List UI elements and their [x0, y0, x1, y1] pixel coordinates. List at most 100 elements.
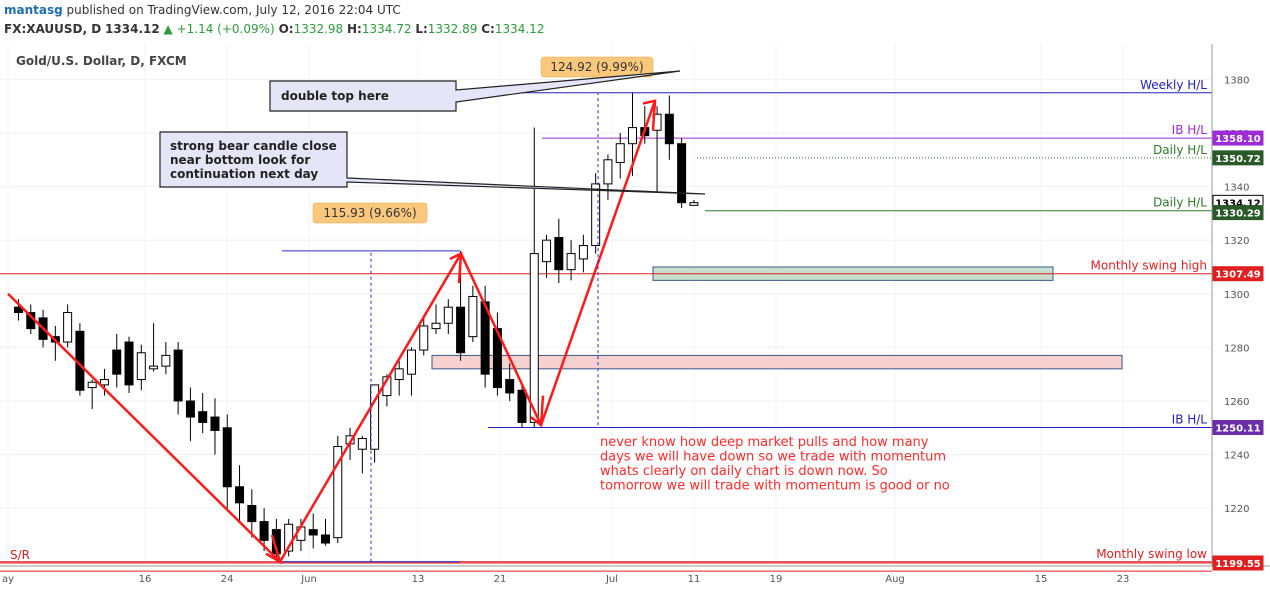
publish-line: mantasg published on TradingView.com, Ju…: [4, 3, 401, 17]
time-tick-label: 13: [412, 574, 425, 585]
level-label: Monthly swing low: [1096, 547, 1207, 561]
bear-candle: [505, 379, 515, 394]
callout-text-line: near bottom look for: [170, 153, 310, 167]
bull-candle: [419, 325, 429, 351]
bull-candle: [99, 379, 109, 386]
chart-title: Gold/U.S. Dollar, D, FXCM: [16, 54, 187, 68]
bear-candle: [677, 143, 687, 204]
price-tick-label: 1220: [1224, 504, 1249, 515]
level-label: IB H/L: [1172, 412, 1208, 426]
bull-candle: [578, 245, 588, 260]
callout-double-top: [269, 70, 681, 112]
author-link[interactable]: mantasg: [4, 3, 63, 17]
close-value: 1334.12: [494, 22, 545, 36]
bear-candle: [222, 427, 232, 488]
bull-candle: [542, 239, 552, 263]
time-tick-label: 11: [688, 574, 701, 585]
bull-candle: [87, 381, 97, 389]
bear-candle: [247, 505, 257, 523]
time-tick-label: 15: [1035, 574, 1048, 585]
bear-candle: [112, 349, 122, 375]
time-tick-label: 23: [1117, 574, 1130, 585]
price-badge: [1212, 555, 1264, 571]
level-label: Daily H/L: [1153, 196, 1207, 210]
trend-arrow-line: [278, 252, 463, 563]
bull-candle: [689, 202, 699, 206]
time-tick-label: 24: [221, 574, 234, 585]
low-value: 1332.89: [427, 22, 478, 36]
level-label: Monthly swing high: [1091, 259, 1207, 273]
symbol-name: FX:XAUUSD, D: [4, 22, 102, 36]
time-tick-label: Aug: [885, 574, 905, 585]
bear-candle: [198, 411, 208, 423]
measure-label: 124.92 (9.99%): [550, 60, 643, 74]
price-axis[interactable]: 1200122012401260128013001320134013601380…: [1212, 75, 1264, 571]
price-badge-label: 1199.55: [1215, 559, 1261, 570]
price-tick-label: 1380: [1224, 75, 1249, 86]
trend-arrow-line: [459, 253, 543, 426]
time-tick-label: 16: [139, 574, 152, 585]
time-tick-label: 21: [494, 574, 507, 585]
publish-info: published on TradingView.com, July 12, 2…: [66, 3, 401, 17]
bear-candle: [259, 521, 269, 541]
bull-candle: [394, 368, 404, 381]
bull-candle: [603, 159, 613, 185]
bear-candle: [517, 389, 527, 423]
arrow-head: [642, 99, 657, 131]
grid-layer: [0, 44, 1212, 566]
bear-candle: [235, 486, 245, 504]
bull-candle: [149, 365, 159, 370]
price-chart[interactable]: Weekly H/L IB H/L Daily H/L Daily H/L Monthl…: [0, 44, 1270, 595]
price-badge-label: 1350.72: [1215, 154, 1261, 165]
price-tick-label: 1260: [1224, 397, 1249, 408]
levels-layer: Weekly H/L IB H/L Daily H/L Daily H/L Monthl…: [0, 78, 1212, 572]
bull-candle: [63, 312, 73, 343]
callout-bear-candle: [159, 131, 706, 195]
bull-candle: [284, 523, 294, 552]
time-tick-label: 19: [770, 574, 783, 585]
symbol-line: FX:XAUUSD, D 1334.12 ▲ +1.14 (+0.09%) O:…: [4, 22, 544, 36]
price-badge-label: 1250.11: [1215, 423, 1261, 434]
note-line: days we will have down so we trade with …: [600, 450, 946, 465]
bull-candle: [136, 352, 146, 381]
last-price: 1334.12: [105, 22, 160, 36]
bear-candle: [185, 400, 195, 418]
low-label: L:: [415, 22, 428, 36]
bull-candle: [333, 446, 343, 539]
level-label: Weekly H/L: [1140, 78, 1207, 92]
price-badge-label: 1330.29: [1215, 209, 1261, 220]
note-line: never know how deep market pulls and how…: [600, 435, 929, 450]
high-label: H:: [347, 22, 362, 36]
price-badge: [1212, 419, 1264, 435]
bull-candle: [161, 354, 171, 367]
bear-candle: [664, 113, 674, 145]
price-tick-label: 1320: [1224, 236, 1249, 247]
level-label: Daily H/L: [1153, 143, 1207, 157]
time-axis[interactable]: ay 16 24 Jun 13 21 Jul 11 19 Aug 15 23: [2, 574, 1129, 585]
price-badge: [1212, 266, 1264, 282]
close-label: C:: [481, 22, 495, 36]
bear-candle: [210, 416, 220, 431]
arrow-head: [265, 534, 283, 565]
bear-candle: [321, 534, 330, 544]
measure-label: 115.93 (9.66%): [323, 206, 416, 220]
arrow-head: [449, 251, 463, 284]
bull-candle: [591, 183, 601, 247]
candles-layer: [14, 92, 699, 560]
bear-candle: [492, 328, 502, 389]
callout-text: double top here: [281, 89, 389, 103]
level-label: S/R: [10, 548, 30, 562]
time-tick-label: ay: [2, 574, 14, 585]
measure-label-box: [540, 56, 654, 78]
bull-candle: [406, 349, 416, 375]
time-tick-label: Jun: [300, 574, 317, 585]
price-badge-label: 1307.49: [1215, 270, 1261, 281]
open-label: O:: [278, 22, 294, 36]
price-badge: [1212, 150, 1264, 166]
bull-candle: [615, 143, 625, 163]
drawings-layer: 124.92 (9.99%) 115.93 (9.66%): [7, 56, 657, 565]
bear-candle: [14, 306, 23, 314]
note-line: tomorrow we will trade with momentum is …: [600, 479, 950, 494]
trend-arrow-line: [7, 292, 281, 563]
